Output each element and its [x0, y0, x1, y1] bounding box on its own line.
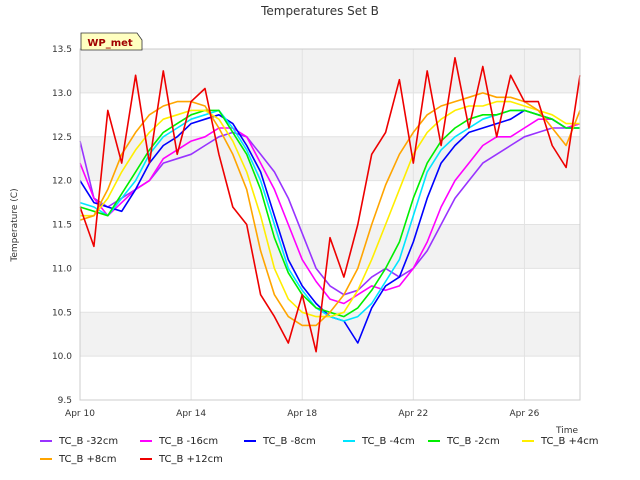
legend-label: TC_B +4cm	[541, 436, 599, 447]
x-axis-label: Time	[555, 426, 578, 436]
y-tick-label: 13.5	[52, 45, 72, 55]
y-tick-label: 12.0	[52, 177, 72, 187]
legend-label: TC_B -32cm	[59, 436, 119, 447]
y-tick-label: 10.0	[52, 352, 72, 362]
series-line	[80, 100, 580, 318]
x-tick-label: Apr 18	[287, 409, 317, 419]
series-line	[79, 92, 581, 327]
series-lines	[79, 56, 581, 353]
y-tick-label: 9.5	[58, 396, 72, 406]
x-tick-label: Apr 26	[509, 409, 539, 419]
plot-frame	[79, 48, 581, 401]
legend-item: TC_B +12cm	[140, 454, 223, 465]
legend-label: TC_B -8cm	[263, 436, 316, 447]
legend-label: TC_B -16cm	[159, 436, 219, 447]
series-line	[79, 56, 581, 353]
legend-item: TC_B +8cm	[40, 454, 117, 465]
legend-swatch	[343, 440, 355, 442]
legend-item: TC_B -2cm	[428, 436, 500, 447]
legend-item: TC_B -4cm	[343, 436, 415, 447]
legend: TC_B -32cm TC_B -16cm TC_B -8cm TC_B -4c…	[40, 436, 640, 476]
x-tick-label: Apr 10	[65, 409, 95, 419]
legend-label: TC_B -2cm	[447, 436, 500, 447]
y-tick-label: 13.0	[52, 89, 72, 99]
legend-label: TC_B +12cm	[159, 454, 223, 465]
legend-label: TC_B -4cm	[362, 436, 415, 447]
legend-swatch	[428, 440, 440, 442]
legend-item: TC_B -16cm	[140, 436, 218, 447]
chart-title: Temperatures Set B	[260, 4, 379, 18]
legend-swatch	[140, 440, 152, 442]
y-axis-label: Temperature (C)	[10, 188, 20, 262]
legend-label: TC_B +8cm	[59, 454, 117, 465]
y-tick-label: 11.0	[52, 264, 72, 274]
y-tick-label: 12.5	[52, 133, 72, 143]
wp-met-badge: WP_met	[80, 32, 143, 51]
legend-item: TC_B -8cm	[244, 436, 316, 447]
x-tick-label: Apr 14	[176, 409, 206, 419]
y-axis-ticks: 9.5 10.0 10.5 11.0 11.5 12.0 12.5 13.0 13.5	[52, 45, 72, 406]
legend-swatch	[140, 458, 152, 460]
legend-item: TC_B -32cm	[40, 436, 118, 447]
y-tick-label: 11.5	[52, 221, 72, 231]
series-line	[79, 122, 581, 296]
x-axis-ticks: Apr 10 Apr 14 Apr 18 Apr 22 Apr 26	[65, 409, 540, 419]
wp-met-badge-text: WP_met	[87, 38, 133, 49]
legend-swatch	[40, 440, 52, 442]
legend-swatch	[244, 440, 256, 442]
background-band	[80, 312, 580, 357]
background-band	[80, 49, 580, 93]
y-tick-label: 10.5	[52, 308, 72, 318]
legend-item: TC_B +4cm	[522, 436, 599, 447]
background-band	[80, 224, 580, 269]
legend-swatch	[40, 458, 52, 460]
x-tick-label: Apr 22	[398, 409, 428, 419]
legend-swatch	[522, 440, 534, 442]
